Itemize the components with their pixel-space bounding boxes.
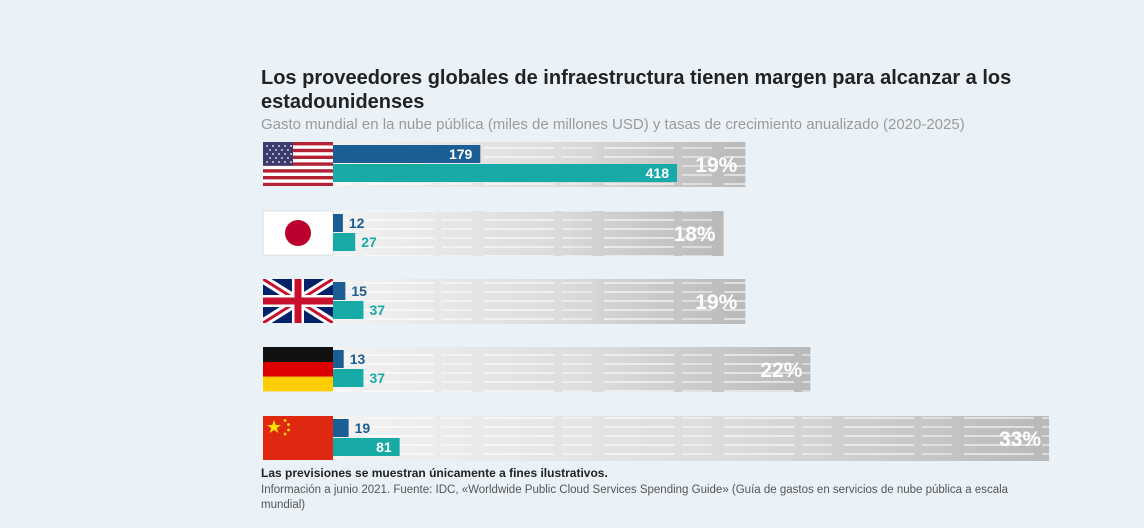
band-texture-japan: [333, 211, 724, 256]
source-note: Información a junio 2021. Fuente: IDC, «…: [261, 484, 1009, 511]
flag-uk: [263, 279, 333, 323]
bar-2025-usa: [333, 164, 677, 182]
bar-2020-uk: [333, 282, 346, 300]
row-usa: 179 418 19%: [263, 142, 746, 187]
bar-2020-japan: [333, 214, 343, 232]
footnote: Las previsiones se muestran únicamente a…: [261, 466, 608, 480]
value-2020-germany: 13: [350, 351, 366, 367]
chart-title: Los proveedores globales de infraestruct…: [261, 67, 1012, 113]
bar-2025-germany: [333, 369, 364, 387]
row-uk: 15 37 19%: [263, 279, 746, 324]
bar-2020-usa: [333, 145, 481, 163]
bar-2025-china: [333, 438, 400, 456]
growth-rate-usa: 19%: [695, 154, 737, 177]
value-2025-germany: 37: [369, 370, 385, 386]
value-2020-japan: 12: [349, 215, 365, 231]
value-2025-uk: 37: [369, 302, 385, 318]
value-2025-china: 81: [376, 439, 392, 455]
value-2025-japan: 27: [361, 234, 377, 250]
bar-2025-japan: [333, 233, 356, 251]
row-japan: 12 27 18%: [262, 210, 724, 256]
band-texture-uk: [333, 279, 746, 324]
growth-rate-uk: 19%: [695, 291, 737, 314]
bar-2020-germany: [333, 350, 344, 368]
growth-rate-germany: 22%: [760, 359, 802, 382]
growth-rate-japan: 18%: [674, 223, 716, 246]
bar-2020-china: [333, 419, 349, 437]
chart: 179 418 19% 12 27 18%: [262, 142, 1050, 461]
flag-china: [263, 416, 333, 460]
flag-usa: [263, 142, 333, 186]
band-texture-germany: [333, 347, 811, 392]
row-germany: 13 37 22%: [263, 347, 811, 392]
growth-rate-china: 33%: [999, 428, 1041, 451]
value-2020-usa: 179: [449, 146, 473, 162]
row-china: 19 81 33%: [263, 416, 1050, 461]
flag-japan: [262, 210, 334, 256]
bar-2025-uk: [333, 301, 364, 319]
value-2020-china: 19: [355, 420, 371, 436]
value-2020-uk: 15: [351, 283, 367, 299]
chart-subtitle: Gasto mundial en la nube pública (miles …: [261, 116, 965, 133]
band-texture-china: [333, 416, 1050, 461]
value-2025-usa: 418: [646, 165, 670, 181]
flag-germany: [263, 347, 333, 392]
